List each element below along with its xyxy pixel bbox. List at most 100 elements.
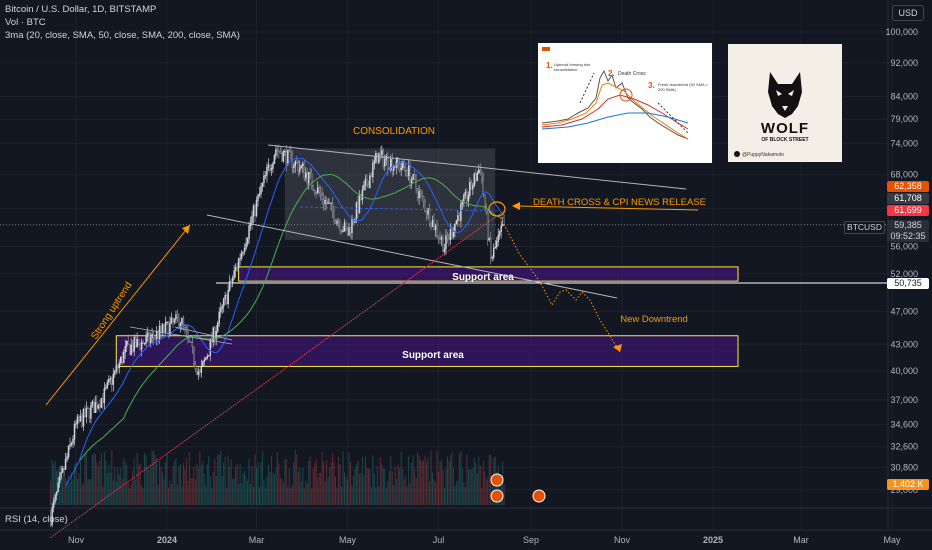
volume-bar [449, 455, 451, 505]
volume-bar [303, 487, 305, 505]
candle-body [124, 346, 126, 353]
volume-bar [247, 480, 249, 505]
volume-bar [290, 488, 292, 505]
volume-bar [256, 467, 258, 505]
consolidation-midline [299, 206, 501, 212]
volume-bar [202, 460, 204, 505]
projection-path [498, 214, 621, 353]
candle-body [257, 194, 259, 201]
volume-bar [170, 484, 172, 505]
candle-body [330, 202, 332, 204]
candle-body [403, 160, 405, 168]
death-cross-arrow [515, 205, 699, 211]
volume-bar [238, 483, 240, 505]
inset-step2-number: 2. [608, 69, 615, 78]
volume-bar [74, 464, 76, 505]
candle-body [115, 365, 118, 372]
candle-body [236, 267, 238, 269]
volume-bar [326, 459, 328, 505]
candle-body [109, 378, 112, 380]
candle-body [125, 340, 128, 347]
candle-body [261, 182, 264, 187]
candle-body [122, 351, 125, 364]
candle-body [336, 220, 338, 224]
volume-bar [193, 466, 195, 505]
volume-bar [211, 488, 213, 505]
volume-bar [208, 456, 210, 505]
candle-body [103, 388, 106, 403]
candle-body [316, 187, 319, 194]
volume-bar [366, 467, 368, 505]
volume-bar [226, 487, 228, 505]
volume-bar [75, 461, 77, 505]
candle-body [413, 173, 416, 180]
volume-bar [375, 487, 377, 505]
volume-bar [370, 487, 372, 505]
volume-bar [54, 461, 56, 505]
candle-body [312, 185, 314, 191]
candle-body [331, 202, 334, 212]
candle-body [467, 195, 470, 202]
candle-body [205, 357, 207, 361]
candle-body [105, 387, 107, 389]
candle-body [188, 336, 191, 342]
candle-body [318, 187, 320, 193]
candle-body [369, 175, 371, 188]
price-tick-label: 29,000 [890, 485, 918, 495]
volume-bar [323, 461, 325, 505]
volume-bar [181, 486, 183, 505]
candle-body [218, 311, 220, 324]
volume-bar [451, 452, 453, 505]
volume-bar [103, 451, 105, 505]
volume-bar [239, 463, 241, 505]
volume-bar [178, 466, 180, 505]
candle-body [96, 402, 98, 409]
volume-bar [321, 452, 323, 505]
candle-body [100, 397, 103, 408]
chart-title: Bitcoin / U.S. Dollar, 1D, BITSTAMP [5, 4, 157, 15]
volume-bar [458, 453, 460, 505]
volume-bar [478, 456, 480, 505]
volume-bar [248, 458, 250, 505]
volume-bar [433, 479, 435, 505]
candle-body [375, 153, 377, 162]
volume-bar [344, 472, 346, 505]
price-tick-label: 74,000 [890, 138, 918, 148]
candle-body [140, 341, 143, 350]
volume-bar [430, 450, 432, 505]
volume-bar [212, 472, 214, 505]
volume-bar [244, 470, 246, 505]
volume-bar [232, 479, 234, 505]
x-icon [734, 151, 740, 157]
volume-bar [487, 477, 489, 505]
candle-body [398, 163, 401, 171]
candle-body [154, 337, 156, 340]
candle-body [464, 191, 467, 196]
volume-bar [454, 485, 456, 505]
price-tick-label: 100,000 [885, 27, 918, 37]
volume-bar [327, 477, 329, 505]
currency-button[interactable]: USD [892, 5, 924, 21]
support-bottom-label: Support area [402, 350, 464, 361]
volume-bar [51, 459, 53, 505]
candle-body [428, 208, 431, 225]
volume-bar [261, 450, 263, 505]
volume-bar [336, 488, 338, 505]
candle-body [275, 149, 277, 156]
candle-body [169, 322, 171, 336]
volume-bar [309, 456, 311, 505]
candle-body [84, 409, 86, 417]
volume-bar [285, 458, 287, 505]
price-tick-label: 68,000 [890, 170, 918, 180]
candle-body [473, 173, 476, 186]
candle-body [345, 222, 347, 229]
volume-bar [299, 467, 301, 505]
channel-top-line [267, 144, 687, 190]
volume-bar [115, 481, 117, 505]
volume-bar [415, 478, 417, 505]
volume-bar [269, 471, 271, 505]
volume-bar [153, 450, 155, 505]
volume-bar [156, 458, 158, 505]
volume-bar [436, 450, 438, 505]
